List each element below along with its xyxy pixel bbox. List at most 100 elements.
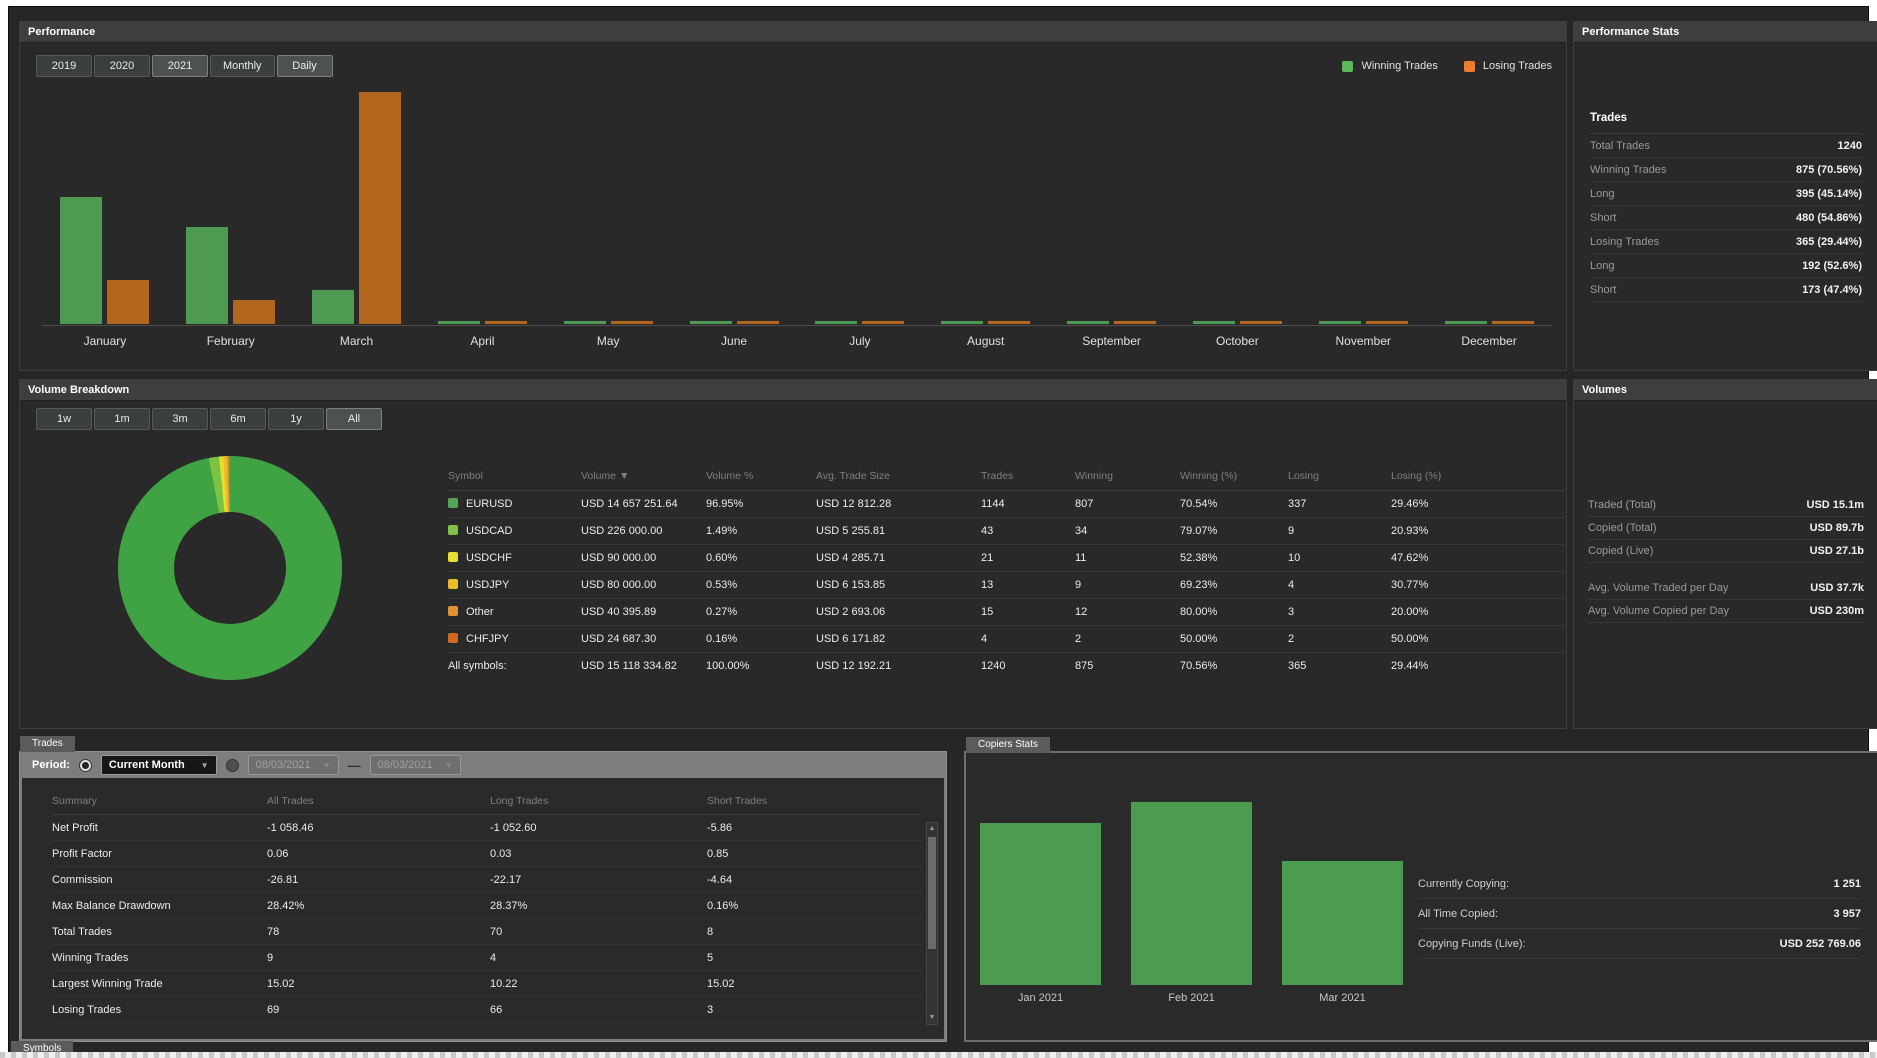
table-row-max-balance-drawdown: Max Balance Drawdown 28.42% 28.37% 0.16% [52,892,922,919]
vertical-scrollbar[interactable]: ▲ ▼ [926,822,938,1025]
stats-value: 480 (54.86%) [1795,211,1862,224]
cell: 3 [707,996,922,1023]
cell: 28.42% [267,892,490,919]
chart-column-april [419,321,545,324]
volumes-label: Traded (Total) [1588,499,1657,511]
column-header-trades[interactable]: Trades [981,462,1075,491]
mode-button-daily[interactable]: Daily [276,55,333,77]
cell: 70 [490,918,707,945]
column-header-short-trades: Short Trades [707,788,922,815]
column-header-volume[interactable]: Volume % [706,462,816,491]
column-header-losing[interactable]: Losing (%) [1391,462,1565,491]
horizontal-scrollbar[interactable] [0,1052,1877,1058]
cell: USD 40 395.89 [581,598,706,626]
cell: USD 226 000.00 [581,517,706,545]
range-button-1w[interactable]: 1w [36,408,92,430]
column-header-losing[interactable]: Losing [1288,462,1391,491]
bar-losing-trades-june [736,321,779,324]
donut-hole [174,512,286,624]
x-axis-label-may: May [596,334,620,348]
table-row-usdjpy: USDJPY USD 80 000.00 0.53% USD 6 153.85 13 9 6… [448,571,1565,599]
range-button-3m[interactable]: 3m [152,408,208,430]
year-button-2021[interactable]: 2021 [152,55,208,77]
chart-column-may [545,321,671,324]
table-row-winning-trades: Winning Trades 9 4 5 [52,944,922,971]
stats-row-total-trades: Total Trades 1240 [1590,134,1862,158]
bar-winning-trades-june [689,321,732,324]
cell: 78 [267,918,490,945]
legend-label: Winning Trades [1361,60,1438,72]
column-header-winning[interactable]: Winning [1075,462,1180,491]
volume-breakdown-body: 1w 1m 3m 6m 1y All Symbol Volume ▼ Volume % Avg.… [20,400,1566,728]
cell: USD 4 285.71 [816,544,981,572]
column-header-symbol[interactable]: Symbol [448,462,581,491]
cell: USD 6 153.85 [816,571,981,599]
table-row-chfjpy: CHFJPY USD 24 687.30 0.16% USD 6 171.82 4 2 50… [448,625,1565,653]
cell: 29.44% [1391,660,1429,672]
range-button-1m[interactable]: 1m [94,408,150,430]
stats-row-long: Long 192 (52.6%) [1590,254,1862,278]
year-button-2020[interactable]: 2020 [94,55,150,77]
cell: 50.00% [1391,625,1565,653]
stats-value: 875 (70.56%) [1795,163,1862,176]
table-row-usdcad: USDCAD USD 226 000.00 1.49% USD 5 255.81 43 3… [448,517,1565,545]
period-label: Period: [32,759,70,771]
stats-label: Short [1590,211,1617,224]
cell: 4 [981,625,1075,653]
column-header-volume[interactable]: Volume ▼ [581,462,706,491]
period-dropdown[interactable]: Current Month ▼ [100,755,217,775]
date-from-field[interactable]: 08/03/2021 ▼ [247,755,339,775]
scroll-down-icon[interactable]: ▼ [928,1014,936,1021]
chevron-down-icon: ▼ [444,760,453,770]
bar-winning-trades-september [1067,321,1110,324]
performance-stats-body: Trades Total Trades 1240 Winning Trades 875… [1574,42,1877,370]
stats-label: Total Trades [1590,139,1650,152]
stats-label: Short [1590,283,1617,296]
cell: Max Balance Drawdown [52,892,267,919]
cell: USD 6 171.82 [816,625,981,653]
volumes-body: Traded (Total) USD 15.1m Copied (Total) USD… [1574,400,1877,728]
volumes-value: USD 27.1b [1809,545,1864,557]
scroll-up-icon[interactable]: ▲ [928,825,936,832]
stats-value: 395 (45.14%) [1795,187,1862,200]
bar-winning-trades-february [186,227,229,324]
cell: 0.16% [707,892,922,919]
column-header-all-trades: All Trades [267,788,490,815]
bar-winning-trades-november [1318,321,1361,324]
bar-winning-trades-january [60,197,103,324]
column-header-winning[interactable]: Winning (%) [1180,462,1288,491]
symbol-swatch-usdchf [448,552,458,562]
copiers-stats-panel: Copiers Stats Jan 2021 Feb 2021 Mar 2021 C… [964,737,1877,1042]
period-preset-radio[interactable] [78,758,92,772]
symbol-swatch-usdcad [448,525,458,535]
trades-summary-table-el: Summary All Trades Long Trades Short Trades… [52,788,922,1023]
period-strip: Period: Current Month ▼ 08/03/2021 ▼ — 0… [20,752,946,778]
x-axis-label-september: September [1082,334,1141,348]
cell: USDCAD [448,517,581,545]
x-axis-label-november: November [1335,334,1391,348]
cell: 29.46% [1391,490,1565,518]
symbol-swatch-eurusd [448,498,458,508]
scrollbar-thumb[interactable] [928,837,936,949]
bar-losing-trades-january [107,280,150,324]
range-button-group: 1w 1m 3m 6m 1y All [36,408,384,430]
period-custom-radio[interactable] [225,758,239,772]
range-button-all[interactable]: All [326,408,382,430]
tab-copiers-stats[interactable]: Copiers Stats [966,737,1051,753]
mode-button-monthly[interactable]: Monthly [210,55,275,77]
mode-button-group: Monthly Daily [210,55,335,77]
date-to-field[interactable]: 08/03/2021 ▼ [369,755,461,775]
copiers-bar-jan-2021 [980,823,1101,985]
column-header-avg-trade-size[interactable]: Avg. Trade Size [816,462,981,491]
tab-trades[interactable]: Trades [20,736,75,752]
range-button-6m[interactable]: 6m [210,408,266,430]
bar-losing-trades-september [1114,321,1157,324]
range-button-1y[interactable]: 1y [268,408,324,430]
year-button-2019[interactable]: 2019 [36,55,92,77]
bar-winning-trades-july [815,321,858,324]
performance-bar-chart [42,90,1552,324]
copiers-x-axis-label-mar-2021: Mar 2021 [1319,992,1366,1004]
cell: 69 [267,996,490,1023]
cell: Profit Factor [52,840,267,867]
date-from-value: 08/03/2021 [255,759,311,771]
